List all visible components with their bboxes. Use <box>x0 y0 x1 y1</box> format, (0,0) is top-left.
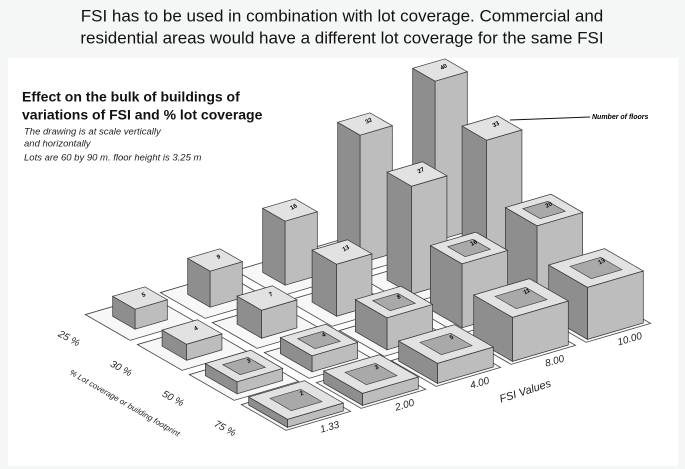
floor-label: 20 <box>545 201 554 210</box>
building: 7 <box>236 285 298 339</box>
building: 16 <box>261 198 319 286</box>
floor-label: 27 <box>417 167 426 176</box>
building: 13 <box>547 248 645 340</box>
courtyard <box>419 333 473 355</box>
building: 13 <box>311 239 373 317</box>
floor-label: 3 <box>374 364 380 371</box>
note: The drawing is at scale vertically <box>24 127 162 138</box>
floor-label: 3 <box>246 358 252 365</box>
floor-label: 2 <box>299 390 305 397</box>
callout: Number of floors <box>592 114 648 121</box>
building: 27 <box>386 161 448 295</box>
courtyard <box>522 200 566 220</box>
floor-label: 4 <box>193 325 199 332</box>
courtyard <box>569 257 623 279</box>
building: 2 <box>247 380 345 428</box>
building: 4 <box>279 323 359 373</box>
floor-label: 32 <box>365 117 374 126</box>
building-roof <box>311 239 373 265</box>
building-roof <box>161 319 223 345</box>
floor-label: 7 <box>268 291 274 298</box>
note: and horizontally <box>24 139 92 150</box>
fsi-label: 1.33 <box>319 420 341 436</box>
building-roof <box>386 161 448 187</box>
fsi-label: 8.00 <box>544 354 566 370</box>
building: 5 <box>397 324 495 384</box>
courtyard <box>447 238 491 258</box>
building-face <box>262 207 286 286</box>
building-roof <box>236 285 298 311</box>
courtyard <box>372 292 416 312</box>
floor-label: 11 <box>523 288 532 297</box>
floor-label: 9 <box>216 254 222 261</box>
floor-label: 5 <box>141 292 147 299</box>
figure-title: Effect on the bulk of buildings of <box>22 89 240 105</box>
floor-label: 40 <box>440 63 449 72</box>
building-face <box>386 171 412 295</box>
building: 32 <box>336 112 394 264</box>
floor-label: 13 <box>598 258 607 267</box>
floor-label: 16 <box>470 239 479 248</box>
building: 9 <box>186 248 244 308</box>
fsi-label: 4.00 <box>469 376 491 392</box>
building-roof <box>261 198 319 222</box>
courtyard <box>494 287 548 309</box>
building: 11 <box>472 278 570 362</box>
courtyard <box>344 363 398 385</box>
building: 4 <box>161 319 223 361</box>
floor-label: 4 <box>321 332 327 339</box>
building: 3 <box>204 349 284 395</box>
figure-title: variations of FSI and % lot coverage <box>22 107 263 123</box>
building-roof <box>461 115 523 141</box>
floor-label: 8 <box>396 294 402 301</box>
floor-label: 33 <box>492 121 501 130</box>
courtyard <box>222 356 266 376</box>
building-roof <box>111 286 169 310</box>
floor-label: 5 <box>449 334 455 341</box>
building-roof <box>336 112 394 136</box>
courtyard <box>297 330 341 350</box>
floor-label: 16 <box>290 203 299 212</box>
header-line: FSI has to be used in combination with l… <box>81 6 604 25</box>
courtyard <box>269 389 323 411</box>
building: 8 <box>354 285 434 351</box>
building-roof <box>411 58 469 82</box>
callout-line <box>509 116 591 121</box>
building: 3 <box>322 354 420 406</box>
floor-label: 13 <box>342 245 351 254</box>
header-line: residential areas would have a different… <box>80 28 603 47</box>
building: 5 <box>111 286 169 330</box>
building-roof <box>186 248 244 272</box>
note: Lots are 60 by 90 m. floor height is 3.2… <box>24 153 202 164</box>
